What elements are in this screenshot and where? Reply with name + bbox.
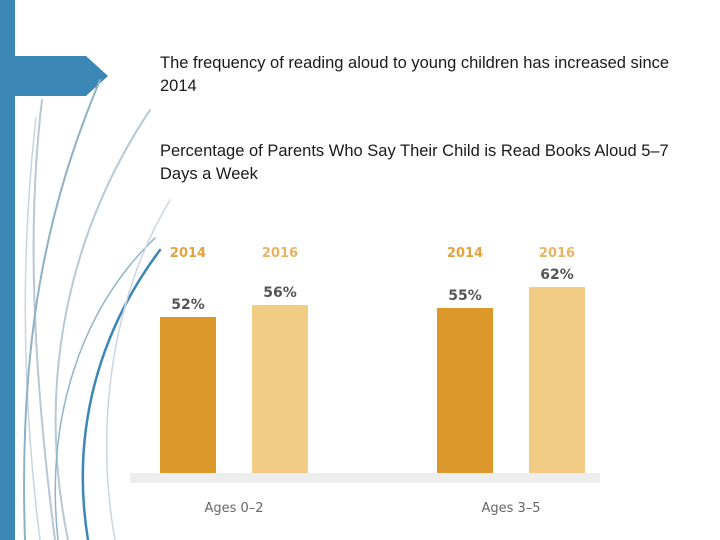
category-label-2: Ages 3–5 bbox=[481, 501, 540, 516]
category-label-1: Ages 0–2 bbox=[204, 501, 263, 516]
left-accent-bar bbox=[0, 0, 15, 540]
chart-baseline bbox=[130, 473, 600, 483]
year-label-2016-2: 2016 bbox=[539, 246, 575, 261]
header-arrow-shape bbox=[15, 56, 108, 96]
slide-headline: The frequency of reading aloud to young … bbox=[160, 54, 670, 95]
year-label-2014-2: 2014 bbox=[447, 246, 483, 261]
bar-2014-1 bbox=[160, 317, 216, 473]
bar-2014-2 bbox=[437, 308, 493, 473]
chart-title: Percentage of Parents Who Say Their Chil… bbox=[160, 142, 669, 183]
data-label-2014-1: 52% bbox=[171, 297, 205, 313]
data-label-2016-2: 62% bbox=[540, 267, 574, 283]
year-label-2016-1: 2016 bbox=[262, 246, 298, 261]
decorative-curves bbox=[23, 79, 171, 540]
data-label-2016-1: 56% bbox=[263, 285, 297, 301]
bar-2016-2 bbox=[529, 287, 585, 473]
data-label-2014-2: 55% bbox=[448, 288, 482, 304]
year-label-2014-1: 2014 bbox=[170, 246, 206, 261]
bar-2016-1 bbox=[252, 305, 308, 473]
